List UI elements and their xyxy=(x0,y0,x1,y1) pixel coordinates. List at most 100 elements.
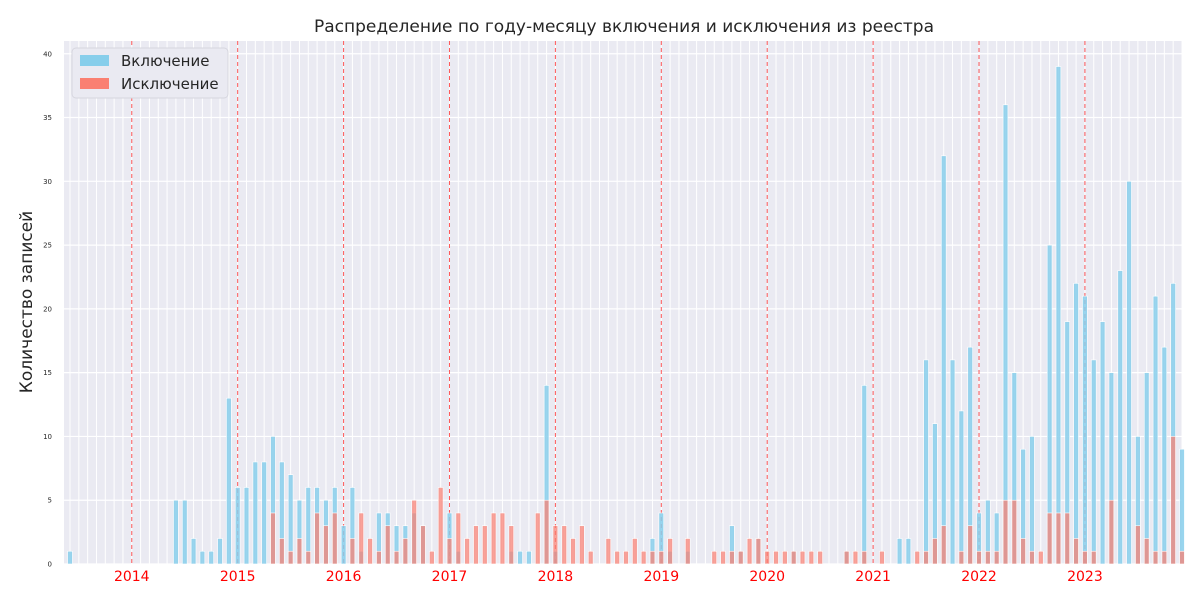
bar-exclusion xyxy=(1091,550,1097,565)
bar-inclusion xyxy=(173,499,179,565)
x-tick-label: 2016 xyxy=(326,569,362,585)
bar-exclusion xyxy=(482,525,488,565)
bar-inclusion xyxy=(287,474,294,565)
bar-exclusion xyxy=(614,550,620,565)
chart-title: Распределение по году-месяцу включения и… xyxy=(314,17,934,37)
bar-exclusion xyxy=(393,550,400,565)
x-tick-label: 2020 xyxy=(749,569,785,585)
bar-exclusion xyxy=(1179,550,1185,565)
y-tick-label: 20 xyxy=(43,305,52,313)
bar-exclusion xyxy=(552,525,559,565)
bar-exclusion xyxy=(623,550,629,565)
bar-exclusion xyxy=(1082,550,1088,565)
bar-exclusion xyxy=(358,512,364,565)
bar-inclusion xyxy=(861,385,868,565)
bar-inclusion xyxy=(199,550,206,565)
bar-exclusion xyxy=(932,538,938,565)
bar-exclusion xyxy=(561,525,567,565)
bar-exclusion xyxy=(746,538,753,565)
bar-inclusion xyxy=(182,499,188,565)
bar-exclusion xyxy=(729,550,735,565)
bar-exclusion xyxy=(879,550,885,565)
bar-inclusion xyxy=(1055,66,1062,565)
bar-exclusion xyxy=(367,538,373,565)
bar-exclusion xyxy=(632,538,638,565)
bar-exclusion xyxy=(402,538,409,565)
bar-exclusion xyxy=(605,538,612,565)
bar-exclusion xyxy=(658,550,665,565)
x-tick-label: 2023 xyxy=(1067,569,1103,585)
bar-inclusion xyxy=(958,410,965,565)
bar-exclusion xyxy=(1143,538,1150,565)
bar-exclusion xyxy=(1108,499,1115,565)
bar-inclusion xyxy=(1152,295,1159,565)
bar-exclusion xyxy=(1135,525,1141,565)
bar-exclusion xyxy=(799,550,806,565)
bar-inclusion xyxy=(923,359,929,565)
y-axis-ticks: 0 5 10 15 20 25 30 35 40 xyxy=(43,50,52,568)
bar-exclusion xyxy=(817,550,823,565)
bars xyxy=(67,66,1185,565)
bar-inclusion xyxy=(243,487,250,565)
bar-exclusion xyxy=(1038,550,1044,565)
bar-exclusion xyxy=(861,550,868,565)
bar-exclusion xyxy=(852,550,859,565)
bar-inclusion xyxy=(896,538,903,565)
bar-exclusion xyxy=(411,499,417,565)
bar-exclusion xyxy=(914,550,920,565)
y-axis-label: Количество записей xyxy=(17,211,37,393)
bar-exclusion xyxy=(279,538,285,565)
bar-exclusion xyxy=(490,512,497,565)
y-tick-label: 40 xyxy=(43,50,52,58)
y-tick-label: 10 xyxy=(43,433,52,441)
bar-exclusion xyxy=(296,538,303,565)
bar-exclusion xyxy=(1170,436,1176,565)
bar-exclusion xyxy=(967,525,973,565)
bar-exclusion xyxy=(1046,512,1053,565)
bar-exclusion xyxy=(923,550,929,565)
y-tick-label: 35 xyxy=(43,114,52,122)
bar-exclusion xyxy=(579,525,585,565)
legend: Включение Исключение xyxy=(71,47,229,99)
bar-exclusion xyxy=(587,550,594,565)
bar-exclusion xyxy=(420,525,426,565)
legend-box xyxy=(71,47,229,99)
bar-exclusion xyxy=(314,512,320,565)
bar-inclusion xyxy=(1179,448,1185,565)
bar-inclusion xyxy=(940,155,947,565)
bar-exclusion xyxy=(764,550,770,565)
bar-exclusion xyxy=(455,512,462,565)
bar-exclusion xyxy=(1011,499,1018,565)
year-lines xyxy=(131,41,1086,564)
bar-exclusion xyxy=(473,525,479,565)
bar-inclusion xyxy=(949,359,956,565)
bar-inclusion xyxy=(1143,372,1150,565)
grid xyxy=(64,41,1183,565)
bar-inclusion xyxy=(252,461,259,565)
bar-exclusion xyxy=(720,550,726,565)
bar-inclusion xyxy=(1099,321,1106,565)
legend-swatch-exclusion xyxy=(80,78,109,89)
bar-inclusion xyxy=(1091,359,1097,565)
bar-exclusion xyxy=(976,550,982,565)
bar-inclusion xyxy=(1161,346,1168,565)
x-tick-label: 2021 xyxy=(855,569,891,585)
y-tick-label: 30 xyxy=(43,178,52,186)
bar-exclusion xyxy=(535,512,541,565)
bar-exclusion xyxy=(649,550,656,565)
bar-exclusion xyxy=(958,550,965,565)
bar-inclusion xyxy=(261,461,267,565)
y-tick-label: 0 xyxy=(48,561,52,569)
bar-inclusion xyxy=(526,550,532,565)
bar-inclusion xyxy=(1082,295,1088,565)
bar-exclusion xyxy=(543,499,550,565)
bar-exclusion xyxy=(1055,512,1062,565)
bar-inclusion xyxy=(1073,283,1079,565)
y-tick-label: 15 xyxy=(43,369,52,377)
x-tick-label: 2019 xyxy=(643,569,679,585)
bar-exclusion xyxy=(305,550,312,565)
bar-exclusion xyxy=(1073,538,1079,565)
bar-exclusion xyxy=(1064,512,1070,565)
y-tick-label: 5 xyxy=(48,497,52,505)
bar-exclusion xyxy=(570,538,576,565)
